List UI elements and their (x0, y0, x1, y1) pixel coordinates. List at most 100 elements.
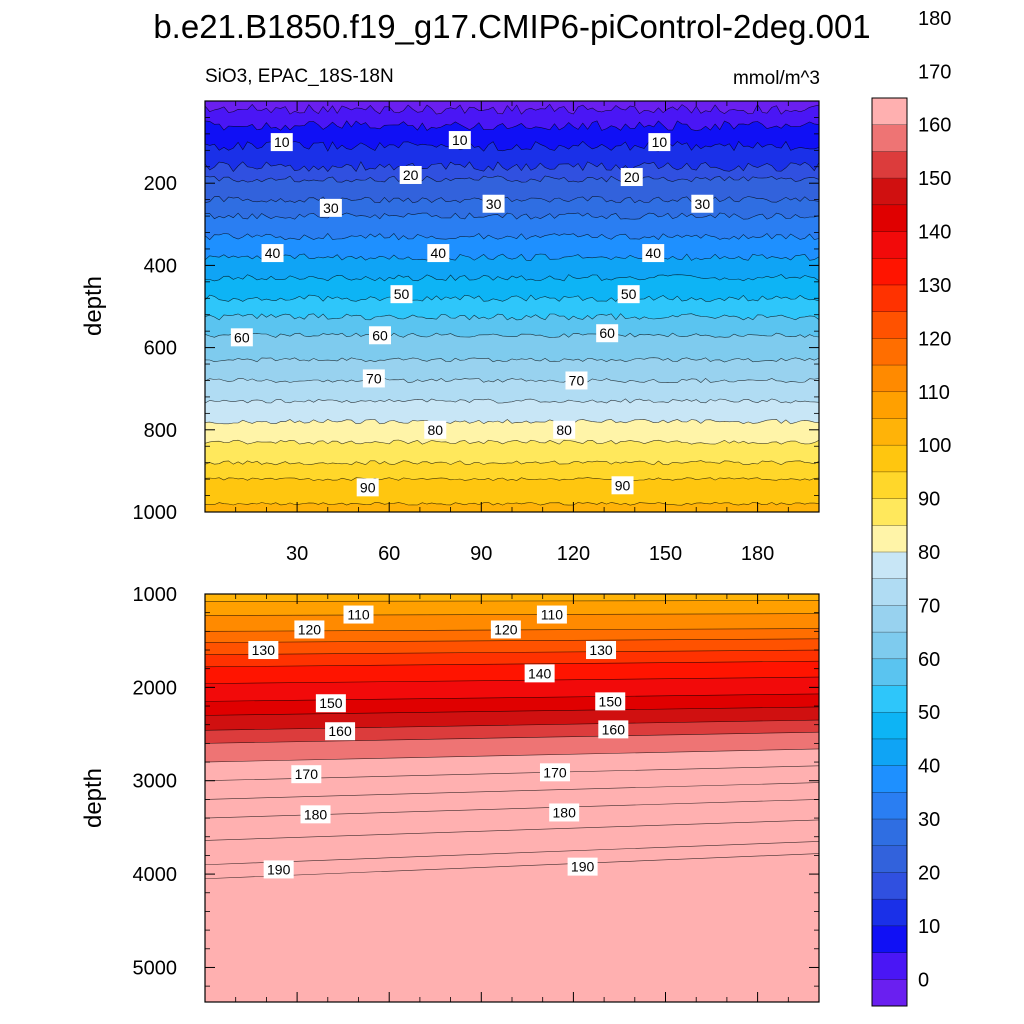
y-tick-label: 3000 (133, 771, 178, 793)
contour-label-text: 90 (615, 477, 631, 493)
contour-label: 70 (565, 371, 588, 390)
contour-label: 170 (539, 763, 570, 782)
lower-y-axis-label: depth (80, 768, 107, 828)
contour-label-text: 130 (252, 642, 276, 658)
upper-contour-fills (205, 101, 819, 512)
contour-line (205, 120, 819, 131)
variable-region-label: SiO3, EPAC_18S-18N (205, 66, 394, 87)
contour-line (205, 819, 819, 841)
contour-line (205, 731, 819, 744)
colorbar-swatch (872, 738, 907, 766)
y-tick-label: 200 (144, 173, 177, 195)
contour-label-box (390, 285, 413, 304)
contour-label: 140 (524, 664, 555, 683)
contour-label: 30 (482, 194, 505, 213)
colorbar-swatch (872, 498, 907, 526)
contour-label: 120 (294, 620, 325, 639)
contour-label-text: 170 (543, 764, 567, 780)
contour-label-text: 130 (589, 642, 613, 658)
colorbar-tick-label: 30 (918, 809, 940, 831)
contour-label-box (524, 664, 555, 683)
colorbar: 0 10 20 30 40 50 60 70 80 90 100 110 120 130 140 150 160… (871, 8, 951, 1007)
colorbar-tick-label: 140 (918, 222, 951, 244)
contour-label-box (490, 620, 521, 639)
contour-label: 10 (448, 131, 471, 150)
contour-label-text: 10 (274, 134, 290, 150)
colorbar-swatch (872, 578, 907, 606)
contour-label-text: 110 (541, 607, 564, 623)
contour-label: 30 (691, 194, 714, 213)
contour-label-box (536, 605, 567, 624)
colorbar-swatch (872, 231, 907, 259)
contour-label-text: 50 (394, 286, 410, 302)
contour-label-box (300, 805, 331, 824)
colorbar-swatch (872, 391, 907, 419)
contour-label-box (427, 244, 450, 263)
colorbar-tick-label: 20 (918, 863, 940, 885)
contour-label-box (642, 244, 665, 263)
colorbar-tick-label: 40 (918, 756, 940, 778)
colorbar-tick-label: 10 (918, 916, 940, 938)
contour-label: 60 (596, 324, 619, 343)
contour-label-box (595, 692, 626, 711)
colorbar-swatch (872, 284, 907, 312)
colorbar-swatch (872, 952, 907, 980)
contour-line (205, 175, 819, 183)
colorbar-tick-label: 120 (918, 328, 951, 350)
contour-label-box (539, 763, 570, 782)
contour-label-text: 160 (602, 721, 626, 737)
contour-label-box (553, 420, 576, 439)
contour-label-text: 40 (645, 245, 661, 261)
colorbar-frame (871, 97, 908, 1007)
contour-label: 30 (319, 198, 342, 217)
contour-label: 50 (617, 285, 640, 304)
y-tick-label: 1000 (133, 584, 178, 606)
contour-label: 40 (427, 244, 450, 263)
y-tick-label: 600 (144, 338, 177, 360)
contour-label: 20 (620, 168, 643, 187)
contour-label: 190 (263, 860, 294, 879)
y-tick-label: 400 (144, 255, 177, 277)
contour-label-text: 60 (372, 327, 388, 343)
contour-line (205, 313, 819, 321)
colorbar-swatch (872, 525, 907, 553)
contour-line (205, 332, 819, 338)
contour-line (205, 477, 819, 481)
contour-label-text: 40 (265, 245, 281, 261)
contour-label-text: 60 (599, 325, 615, 341)
contour-label: 50 (390, 285, 413, 304)
contour-label: 160 (325, 722, 356, 741)
contour-label-box (248, 641, 279, 660)
units-label: mmol/m^3 (733, 68, 820, 89)
contour-label-box (648, 133, 671, 152)
figure-title: b.e21.B1850.f19_g17.CMIP6-piControl-2deg… (153, 8, 870, 45)
contour-line (205, 378, 819, 384)
contour-line (205, 103, 819, 115)
contour-line (205, 501, 819, 506)
contour-label-text: 10 (452, 132, 468, 148)
contour-band (205, 853, 819, 1002)
colorbar-swatch (872, 925, 907, 953)
contour-label-text: 10 (652, 134, 668, 150)
contour-label-text: 160 (328, 723, 352, 739)
contour-label: 70 (362, 369, 385, 388)
upper-panel: 30 60 90 120 150 180 200 400 600 800 1000 10 10 10 20… (80, 100, 820, 565)
colorbar-tick-label: 150 (918, 168, 951, 190)
contour-label: 160 (598, 720, 629, 739)
colorbar-swatch (872, 365, 907, 393)
y-tick-label: 4000 (133, 864, 178, 886)
contour-label-box (567, 857, 598, 876)
colorbar-swatch (872, 98, 907, 126)
contour-label-text: 170 (295, 766, 319, 782)
contour-label: 10 (648, 133, 671, 152)
contour-line (205, 853, 819, 880)
contour-line (205, 233, 819, 241)
contour-label-text: 120 (494, 621, 518, 637)
contour-label: 60 (230, 328, 253, 347)
colorbar-tick-label: 100 (918, 435, 951, 457)
contour-line (205, 140, 819, 152)
contour-label-text: 40 (431, 245, 447, 261)
colorbar-swatch (872, 685, 907, 713)
contour-label-box (549, 803, 580, 822)
colorbar-swatch (872, 471, 907, 499)
